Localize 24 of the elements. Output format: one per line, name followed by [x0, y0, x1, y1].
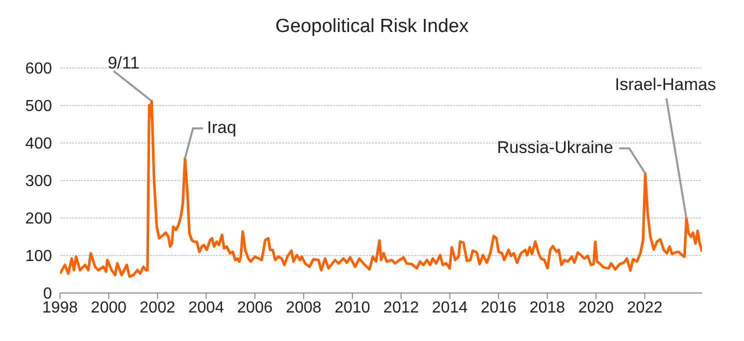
y-tick-label: 400: [25, 136, 52, 153]
x-tick-label: 2002: [140, 299, 176, 316]
x-tick-label: 2016: [480, 299, 516, 316]
line-series: [60, 100, 702, 278]
annotation: Russia-Ukraine: [497, 138, 614, 157]
chart-title: Geopolitical Risk Index: [274, 16, 470, 38]
annotation: Israel-Hamas: [614, 74, 716, 94]
x-tick-label: 2012: [383, 299, 419, 316]
x-tick-label: 2022: [626, 299, 663, 316]
x-tick-label: 2014: [432, 299, 468, 316]
annotation: 9/11: [108, 53, 140, 72]
y-tick-label: 600: [25, 60, 52, 78]
x-tick-label: 2010: [334, 299, 370, 316]
y-tick-label: 300: [25, 173, 52, 190]
annotation: Iraq: [206, 118, 236, 137]
x-tick-label: 2004: [188, 299, 224, 316]
x-tick-label: 2018: [529, 299, 566, 316]
y-tick-label: 100: [25, 248, 52, 266]
x-tick-label: 2008: [286, 299, 322, 316]
x-tick-label: 2020: [578, 299, 614, 316]
y-tick-label: 200: [25, 210, 52, 228]
x-tick-label: 2000: [90, 299, 127, 316]
x-tick-label: 2006: [237, 299, 273, 316]
y-tick-label: 500: [25, 98, 52, 116]
